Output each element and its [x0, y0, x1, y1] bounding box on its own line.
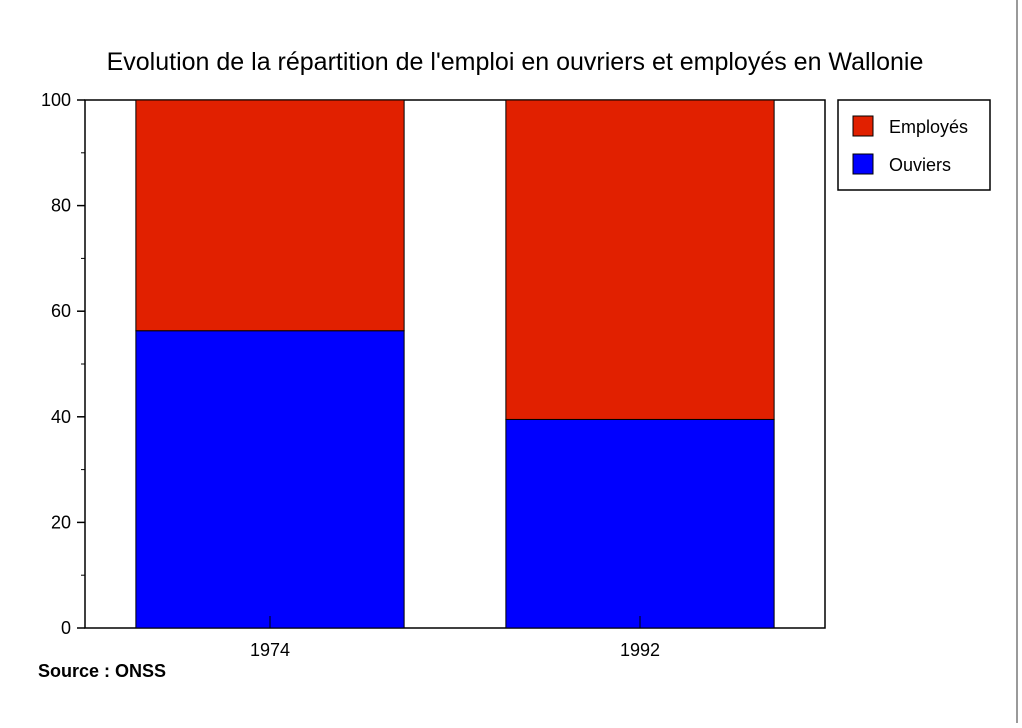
- bars: [135, 99, 775, 629]
- y-tick-label: 20: [51, 512, 71, 532]
- bar-ouviers-1974: [135, 330, 405, 629]
- y-tick-label: 40: [51, 407, 71, 427]
- bar-ouviers-1992: [505, 418, 775, 629]
- source-note: Source : ONSS: [38, 661, 166, 681]
- x-tick-label: 1974: [250, 640, 290, 660]
- legend-swatch-employes: [852, 115, 874, 137]
- legend-swatch-ouviers: [852, 153, 874, 175]
- legend-label-ouviers: Ouviers: [889, 155, 951, 175]
- bar-employ-s-1992: [505, 99, 775, 420]
- legend-label-employes: Employés: [889, 117, 968, 137]
- y-tick-label: 60: [51, 301, 71, 321]
- legend: Employés Ouviers: [837, 99, 991, 191]
- legend-box: [837, 99, 991, 191]
- bar-employ-s-1974: [135, 99, 405, 332]
- y-tick-label: 100: [41, 90, 71, 110]
- x-axis: 1974 1992: [250, 616, 660, 660]
- x-tick-label: 1992: [620, 640, 660, 660]
- chart-title: Evolution de la répartition de l'emploi …: [107, 48, 924, 76]
- y-axis: 0 20 40 60 80 100: [41, 90, 85, 638]
- y-tick-label: 0: [61, 618, 71, 638]
- y-tick-label: 80: [51, 196, 71, 216]
- window-edge: [1016, 0, 1018, 723]
